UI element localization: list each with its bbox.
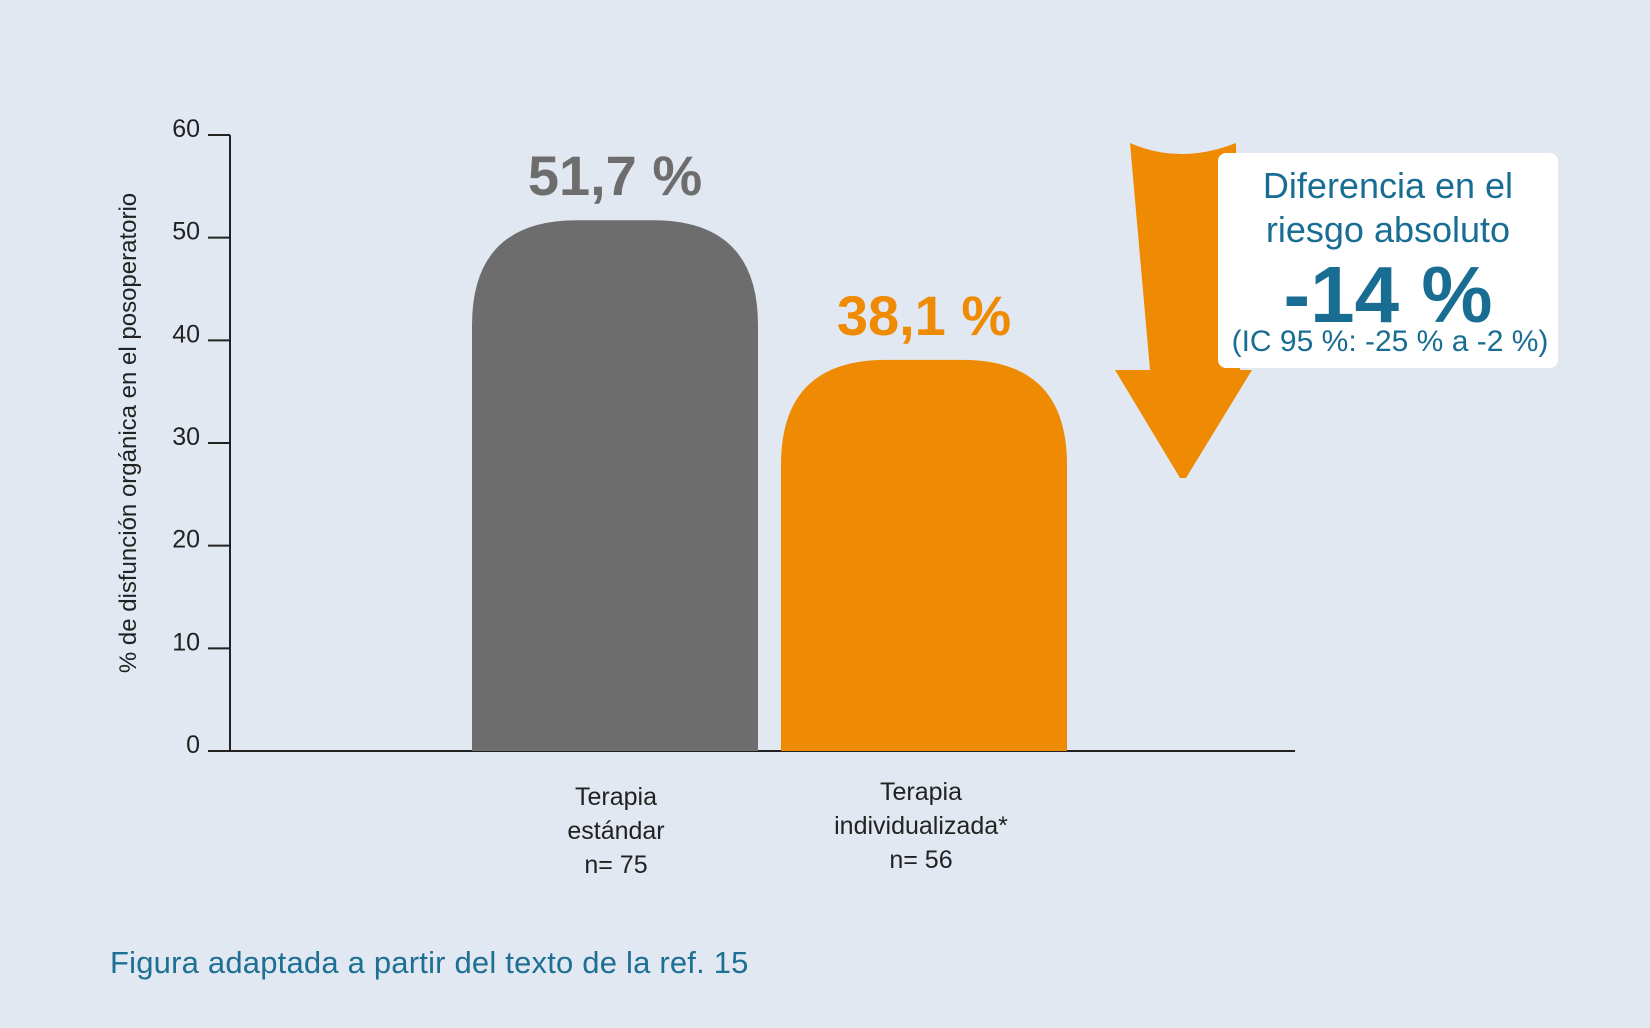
y-tick-label: 0 [186, 731, 200, 759]
category-label-line: individualizada* [834, 812, 1008, 840]
callout-value: -14 % [1283, 250, 1493, 339]
category-label-line: n= 75 [584, 851, 648, 879]
category-label-individualized: Terapia individualizada* n= 56 [771, 775, 1071, 877]
bar-value-label: 38,1 % [837, 284, 1011, 347]
y-tick-label: 50 [172, 218, 200, 246]
category-label-standard: Terapia estándar n= 75 [466, 780, 766, 882]
y-tick-label: 30 [172, 423, 200, 451]
category-label-line: Terapia [575, 783, 657, 811]
category-label-line: n= 56 [889, 846, 953, 874]
callout-line-1: Diferencia en el [1262, 165, 1514, 206]
callout-confidence-interval: (IC 95 %: -25 % a -2 %) [1231, 325, 1549, 358]
bar-0 [472, 220, 758, 752]
callout-line-2: riesgo absoluto [1265, 209, 1511, 250]
y-axis-label: % de disfunción orgánica en el posoperat… [115, 193, 142, 673]
risk-difference-callout: Diferencia en el riesgo absoluto -14 % (… [1218, 153, 1558, 368]
bar-value-label: 51,7 % [528, 144, 702, 207]
risk-reduction-arrow [1115, 143, 1252, 478]
bar-1 [781, 359, 1067, 751]
y-tick-label: 60 [172, 115, 200, 143]
y-tick-label: 20 [172, 526, 200, 554]
y-tick-label: 10 [172, 628, 200, 656]
category-label-line: Terapia [880, 778, 962, 806]
category-label-line: estándar [567, 817, 665, 845]
figure-caption: Figura adaptada a partir del texto de la… [110, 945, 749, 980]
y-tick-label: 40 [172, 320, 200, 348]
